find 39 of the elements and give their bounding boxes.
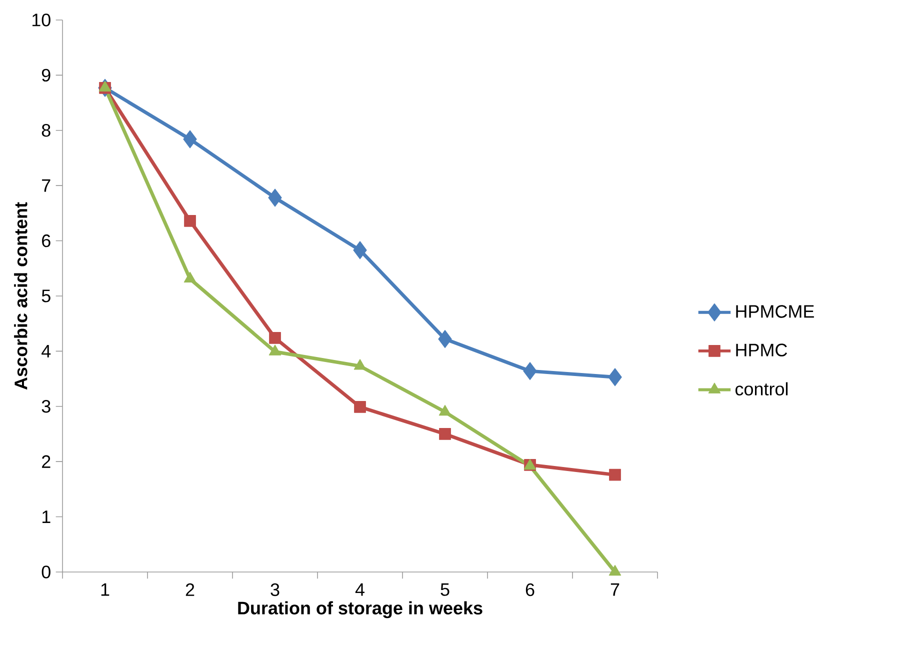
- point: [608, 564, 622, 576]
- y-tick-label: 10: [32, 14, 50, 26]
- point: [608, 368, 622, 386]
- x-tick-label: 7: [610, 583, 620, 596]
- point: [184, 272, 196, 283]
- point: [523, 362, 537, 380]
- point: [184, 214, 196, 227]
- x-tick-label: 2: [186, 583, 194, 596]
- x-tick-label: 6: [526, 583, 534, 596]
- point: [354, 359, 366, 370]
- point: [438, 404, 452, 416]
- point: [269, 332, 281, 344]
- y-tick-label: 9: [42, 68, 50, 82]
- y-tick-label: 3: [42, 400, 50, 413]
- point: [353, 241, 367, 260]
- legend-label: control: [736, 382, 788, 396]
- y-tick-label: 7: [42, 179, 50, 192]
- legend-label: HPMCME: [736, 305, 814, 318]
- x-tick-label: 1: [101, 583, 110, 596]
- y-axis-title: Ascorbic acid content: [14, 202, 28, 390]
- point: [183, 130, 197, 148]
- y-tick-label: 2: [42, 455, 50, 468]
- legend-label: HPMC: [736, 344, 788, 356]
- x-tick-label: 4: [355, 583, 364, 596]
- point: [354, 401, 366, 413]
- y-tick-label: 1: [42, 510, 50, 523]
- y-tick-label: 4: [42, 345, 51, 358]
- x-tick-label: 3: [270, 583, 280, 596]
- point: [609, 468, 621, 481]
- point: [268, 188, 282, 207]
- point: [439, 428, 451, 440]
- x-axis-title: Duration of storage in weeks: [238, 601, 482, 618]
- y-tick-label: 8: [42, 124, 50, 137]
- point: [268, 344, 282, 356]
- y-tick-label: 5: [42, 290, 50, 302]
- point: [438, 330, 452, 348]
- y-tick-label: 0: [42, 566, 50, 578]
- x-tick-label: 5: [440, 583, 450, 596]
- y-tick-label: 6: [42, 234, 50, 248]
